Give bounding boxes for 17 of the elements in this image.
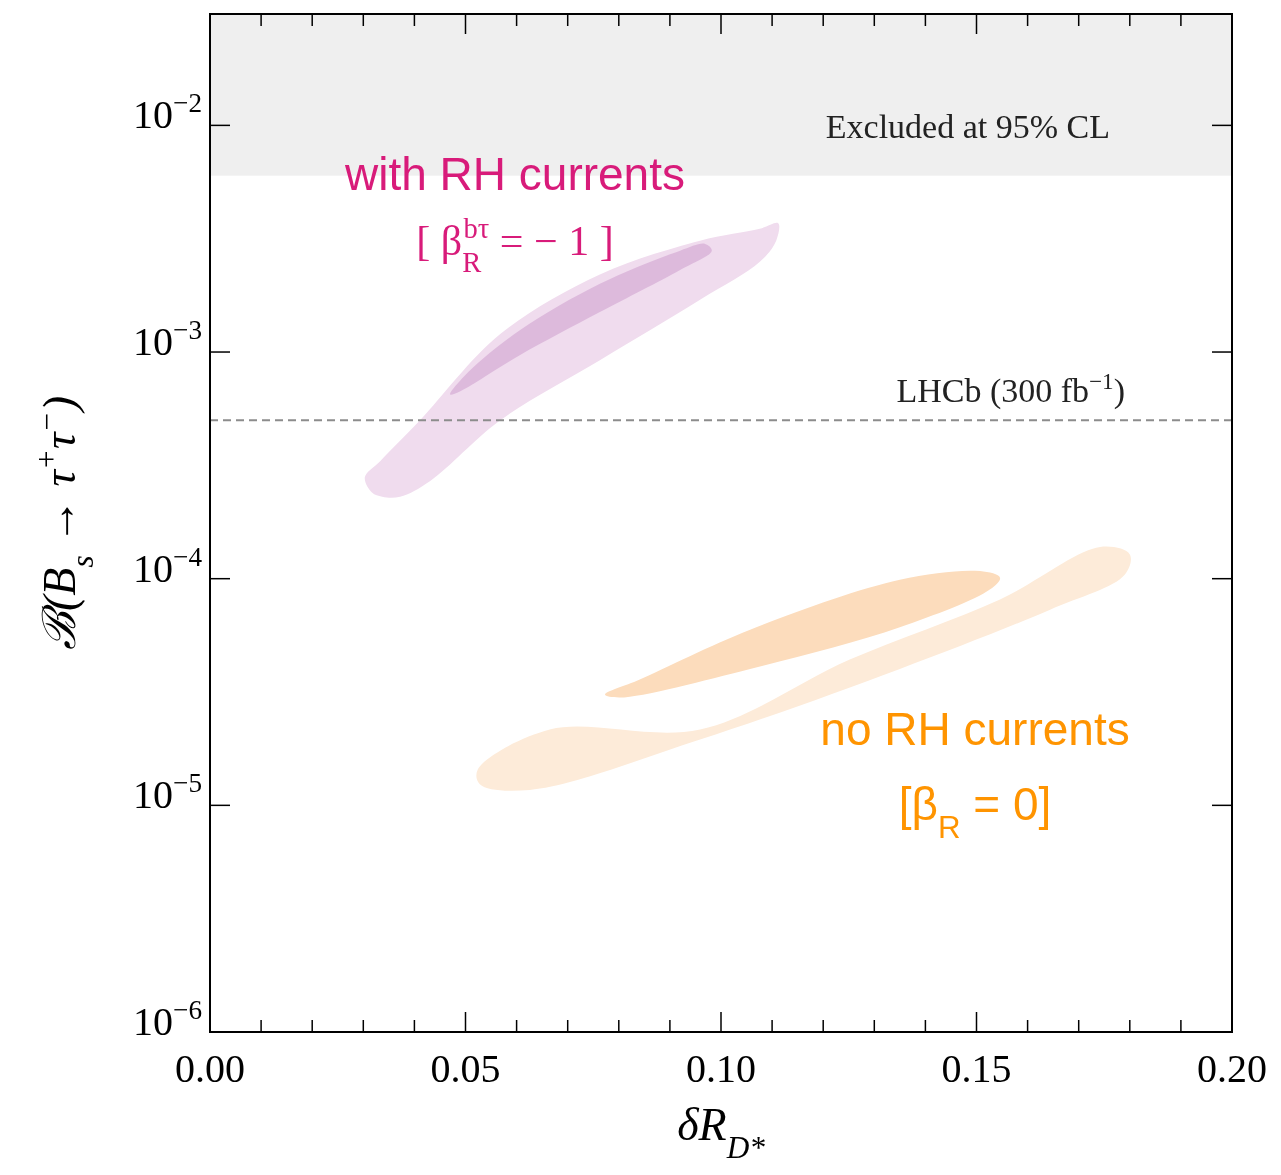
x-tick-label: 0.00 bbox=[175, 1046, 245, 1091]
y-tick-label: 10$^{−2}$ bbox=[133, 88, 202, 138]
x-axis-title: δR$_{D*}$ bbox=[677, 1099, 766, 1166]
y-tick-label: 10$^{−3}$ bbox=[133, 315, 202, 365]
x-tick-label: 0.20 bbox=[1197, 1046, 1267, 1091]
annotation: [β$_{R}$ = 0] bbox=[898, 778, 1052, 846]
y-tick-label: 10$^{−5}$ bbox=[133, 768, 202, 818]
y-tick-label: 10$^{−4}$ bbox=[133, 541, 203, 591]
y-tick-label: 10$^{−6}$ bbox=[133, 995, 202, 1044]
band-label: Excluded at 95% CL bbox=[825, 107, 1110, 145]
annotation: no RH currents bbox=[820, 703, 1130, 755]
ref-line-label: LHCb (300 fb$^{−1}$) bbox=[896, 367, 1125, 411]
x-tick-label: 0.05 bbox=[430, 1046, 501, 1091]
x-tick-label: 0.15 bbox=[941, 1046, 1012, 1091]
annotation: [ β$_{R}$$^{bτ}$ = − 1 ] bbox=[416, 213, 614, 278]
annotation: with RH currents bbox=[344, 148, 685, 200]
x-tick-label: 0.10 bbox=[686, 1046, 756, 1091]
